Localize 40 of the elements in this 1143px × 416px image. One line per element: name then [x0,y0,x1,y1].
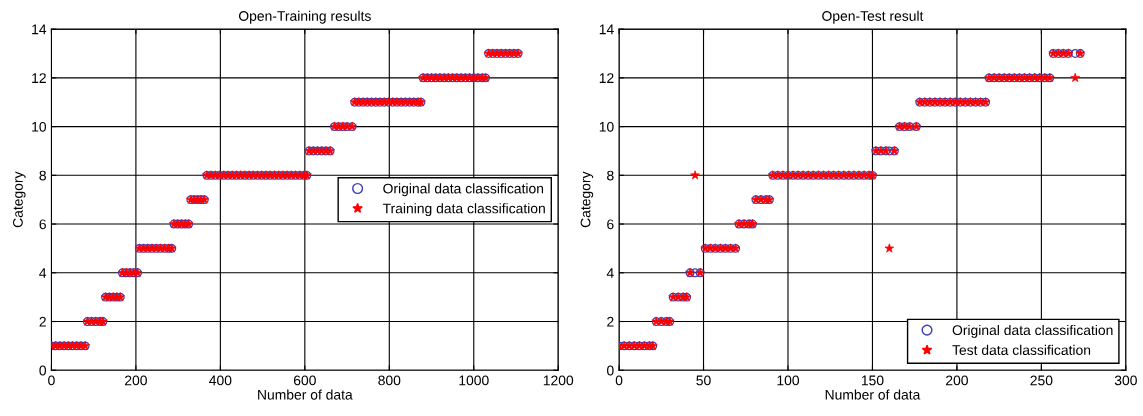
x-tick-label: 600 [293,375,316,386]
legend-label: Training data classification [382,203,545,217]
y-tick-label: 8 [607,170,614,181]
legend-label: Test data classification [952,344,1091,355]
y-tick-label: 2 [39,316,46,327]
x-tick-label: 200 [125,375,147,386]
x-tick-label: 250 [1030,375,1053,386]
legend-label: Original data classification [952,324,1113,338]
y-axis-title: Category [12,171,26,228]
chart-title: Open-Training results [238,10,371,24]
x-tick-label: 150 [861,375,884,386]
x-tick-label: 400 [209,375,232,386]
y-axis-title: Category [580,171,594,228]
legend-label: Original data classification [383,183,544,197]
y-tick-label: 14 [599,24,614,35]
x-axis-title: Number of data [825,389,921,400]
x-tick-label: 0 [48,375,55,386]
y-tick-label: 14 [32,24,47,35]
x-tick-label: 1200 [543,375,574,386]
y-tick-label: 12 [32,73,46,83]
x-tick-label: 300 [1114,375,1137,386]
y-tick-label: 0 [39,365,47,376]
x-tick-label: 100 [777,375,800,386]
x-tick-label: 50 [696,375,711,386]
x-tick-label: 800 [378,375,401,386]
y-tick-label: 0 [607,365,614,376]
x-tick-label: 1000 [459,375,489,386]
y-tick-label: 6 [39,219,46,230]
chart-title: Open-Test result [822,10,924,24]
x-tick-label: 0 [615,375,623,386]
y-tick-label: 10 [32,121,47,132]
y-tick-label: 8 [39,170,46,181]
y-tick-label: 10 [599,121,614,132]
y-tick-label: 4 [39,268,47,278]
y-tick-label: 12 [599,73,614,83]
x-axis-title: Number of data [258,389,353,400]
y-tick-label: 2 [607,316,614,327]
y-tick-label: 4 [606,268,614,278]
x-tick-label: 200 [946,375,968,386]
y-tick-label: 6 [607,219,614,230]
